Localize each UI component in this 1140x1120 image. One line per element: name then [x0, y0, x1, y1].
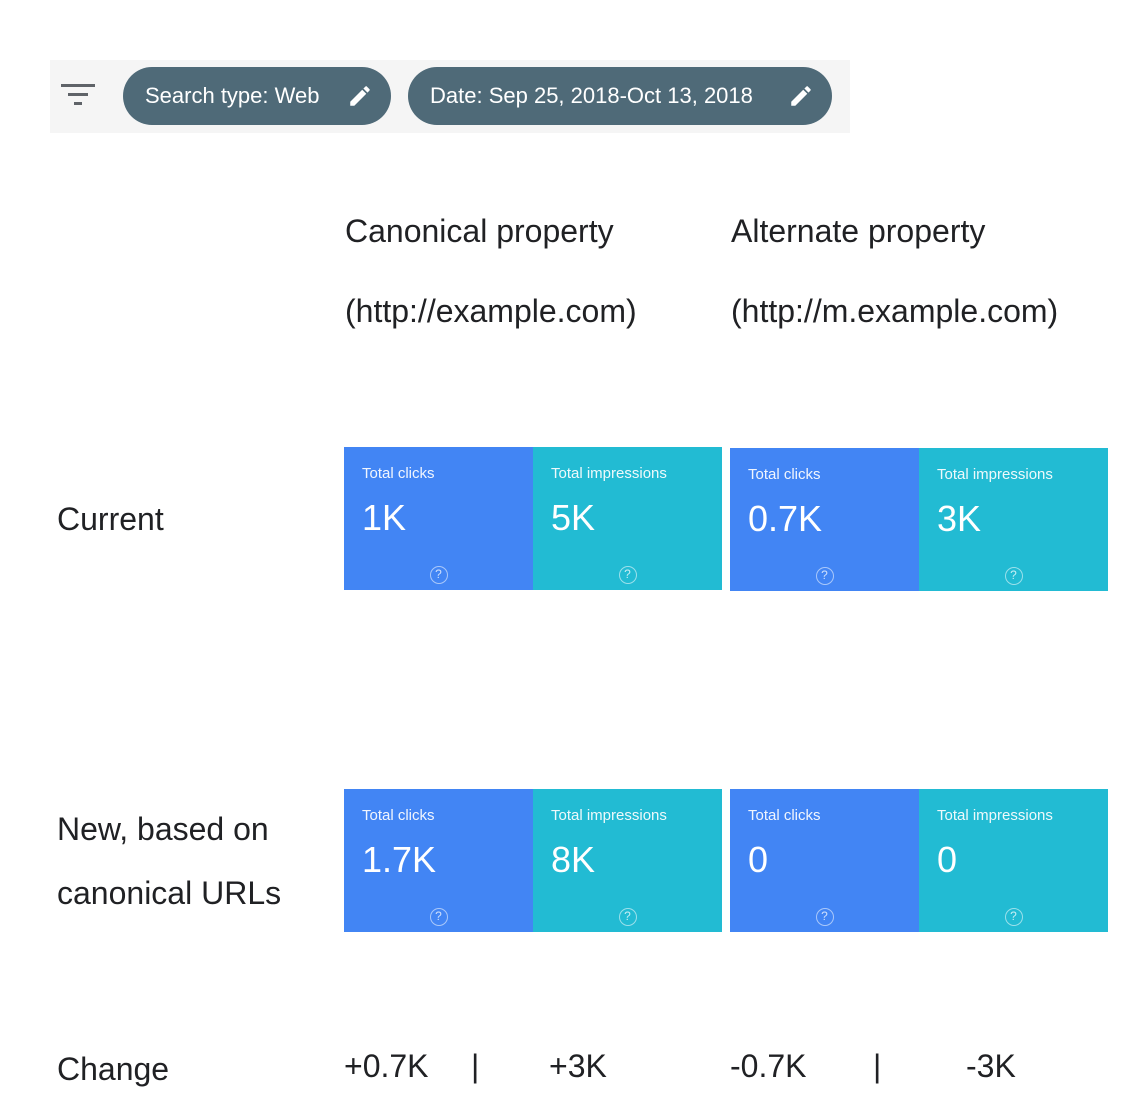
card-value: 3K [937, 498, 982, 539]
card-value: 8K [551, 839, 596, 880]
canonical-property-url: (http://example.com) [345, 293, 637, 329]
new-alternate-clicks-card[interactable]: Total clicks 0 ? [730, 789, 919, 932]
help-icon[interactable]: ? [815, 908, 834, 926]
help-icon[interactable]: ? [618, 566, 637, 584]
row-label-change: Change [57, 1051, 170, 1087]
help-icon[interactable]: ? [815, 567, 834, 585]
row-label-current: Current [57, 501, 164, 537]
change-canonical-impressions: +3K [549, 1048, 607, 1084]
alternate-property-url: (http://m.example.com) [731, 293, 1059, 329]
canonical-property-heading: Canonical property [345, 213, 614, 249]
help-icon[interactable]: ? [1004, 567, 1023, 585]
card-label: Total impressions [551, 807, 667, 824]
current-alternate-clicks-card[interactable]: Total clicks 0.7K ? [730, 448, 919, 591]
search-type-chip[interactable]: Search type: Web [123, 67, 391, 125]
card-label: Total clicks [748, 466, 821, 483]
card-label: Total impressions [551, 465, 667, 482]
change-canonical-clicks: +0.7K [344, 1048, 429, 1084]
filter-bar: Search type: Web Date: Sep 25, 2018-Oct … [50, 60, 850, 133]
change-separator: | [873, 1048, 882, 1084]
change-alternate-impressions: -3K [966, 1048, 1016, 1084]
card-value: 0.7K [748, 498, 823, 539]
filter-icon[interactable] [58, 80, 98, 110]
alternate-property-heading: Alternate property [731, 213, 986, 249]
card-label: Total clicks [748, 807, 821, 824]
card-value: 5K [551, 497, 596, 538]
help-icon[interactable]: ? [618, 908, 637, 926]
new-alternate-impressions-card[interactable]: Total impressions 0 ? [919, 789, 1108, 932]
pencil-icon [350, 86, 370, 106]
help-icon[interactable]: ? [1004, 908, 1023, 926]
search-type-chip-label: Search type: Web [145, 83, 320, 108]
new-canonical-clicks-card[interactable]: Total clicks 1.7K ? [344, 789, 533, 932]
change-alternate-clicks: -0.7K [730, 1048, 807, 1084]
row-label-new-line2: canonical URLs [57, 875, 282, 911]
date-chip[interactable]: Date: Sep 25, 2018-Oct 13, 2018 [408, 67, 832, 125]
current-alternate-impressions-card[interactable]: Total impressions 3K ? [919, 448, 1108, 591]
current-canonical-impressions-card[interactable]: Total impressions 5K ? [533, 447, 722, 590]
pencil-icon [791, 86, 811, 106]
card-label: Total impressions [937, 807, 1053, 824]
card-label: Total clicks [362, 807, 435, 824]
date-chip-label: Date: Sep 25, 2018-Oct 13, 2018 [430, 83, 753, 108]
card-label: Total impressions [937, 466, 1053, 483]
help-icon[interactable]: ? [429, 566, 448, 584]
current-canonical-clicks-card[interactable]: Total clicks 1K ? [344, 447, 533, 590]
card-value: 0 [748, 839, 769, 880]
new-canonical-impressions-card[interactable]: Total impressions 8K ? [533, 789, 722, 932]
card-value: 0 [937, 839, 958, 880]
card-label: Total clicks [362, 465, 435, 482]
row-label-new-line1: New, based on [57, 811, 269, 847]
change-separator: | [471, 1048, 480, 1084]
card-value: 1.7K [362, 839, 437, 880]
help-icon[interactable]: ? [429, 908, 448, 926]
card-value: 1K [362, 497, 407, 538]
